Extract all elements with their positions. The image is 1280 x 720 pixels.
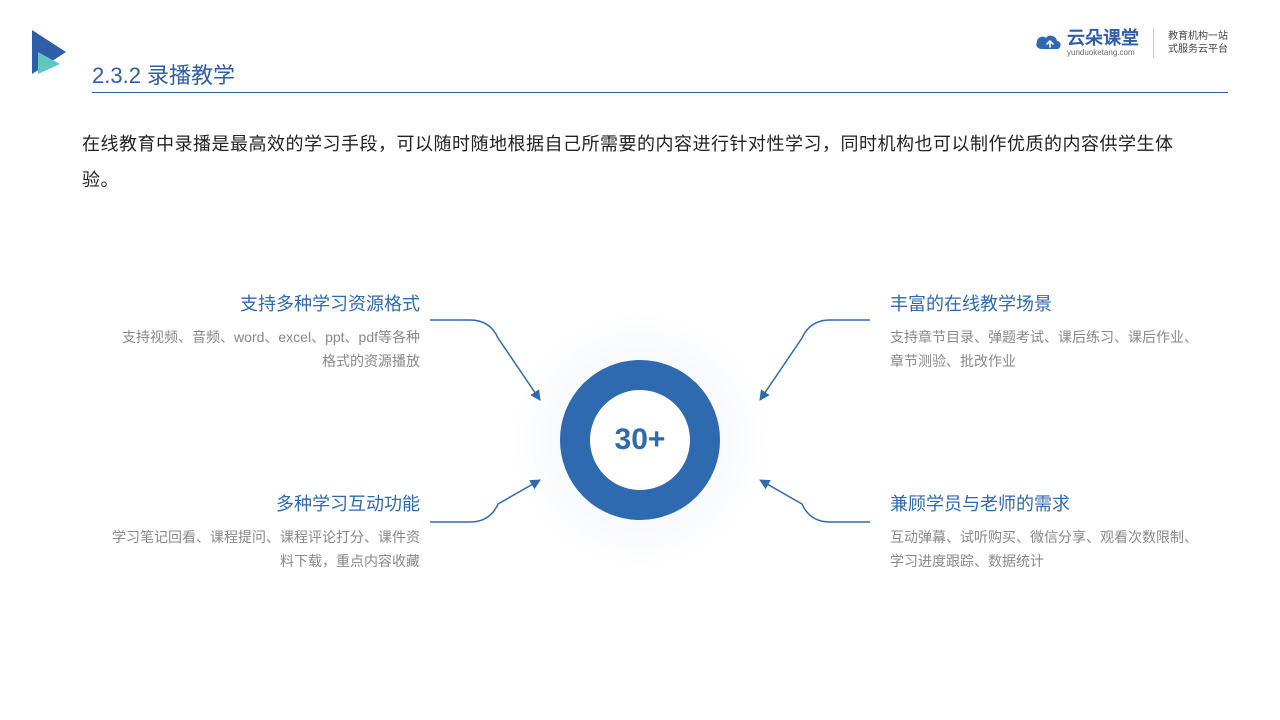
- intro-paragraph: 在线教育中录播是最高效的学习手段，可以随时随地根据自己所需要的内容进行针对性学习…: [82, 126, 1200, 198]
- cloud-icon: [1033, 31, 1063, 55]
- feature-bottom-left: 多种学习互动功能 学习笔记回看、课程提问、课程评论打分、课件资料下载，重点内容收…: [110, 490, 420, 574]
- feature-desc: 学习笔记回看、课程提问、课程评论打分、课件资料下载，重点内容收藏: [110, 526, 420, 574]
- title-rule: [92, 92, 1228, 93]
- feature-title: 支持多种学习资源格式: [110, 290, 420, 316]
- feature-title: 兼顾学员与老师的需求: [890, 490, 1200, 516]
- center-value: 30+: [615, 423, 666, 457]
- feature-title: 多种学习互动功能: [110, 490, 420, 516]
- logo-name: 云朵课堂: [1067, 29, 1139, 47]
- brand-logo: 云朵课堂 yunduoketang.com 教育机构一站 式服务云平台: [1033, 28, 1228, 58]
- feature-desc: 支持章节目录、弹题考试、课后练习、课后作业、章节测验、批改作业: [890, 326, 1200, 374]
- logo-domain: yunduoketang.com: [1067, 49, 1139, 57]
- logo-divider: [1153, 28, 1154, 58]
- feature-title: 丰富的在线教学场景: [890, 290, 1200, 316]
- feature-desc: 支持视频、音频、word、excel、ppt、pdf等各种格式的资源播放: [110, 326, 420, 374]
- feature-top-right: 丰富的在线教学场景 支持章节目录、弹题考试、课后练习、课后作业、章节测验、批改作…: [890, 290, 1200, 374]
- feature-desc: 互动弹幕、试听购买、微信分享、观看次数限制、学习进度跟踪、数据统计: [890, 526, 1200, 574]
- slide-marker-icon: [32, 30, 72, 74]
- section-title: 2.3.2 录播教学: [92, 58, 235, 90]
- feature-bottom-right: 兼顾学员与老师的需求 互动弹幕、试听购买、微信分享、观看次数限制、学习进度跟踪、…: [890, 490, 1200, 574]
- logo-tagline: 教育机构一站 式服务云平台: [1168, 30, 1228, 56]
- feature-top-left: 支持多种学习资源格式 支持视频、音频、word、excel、ppt、pdf等各种…: [110, 290, 420, 374]
